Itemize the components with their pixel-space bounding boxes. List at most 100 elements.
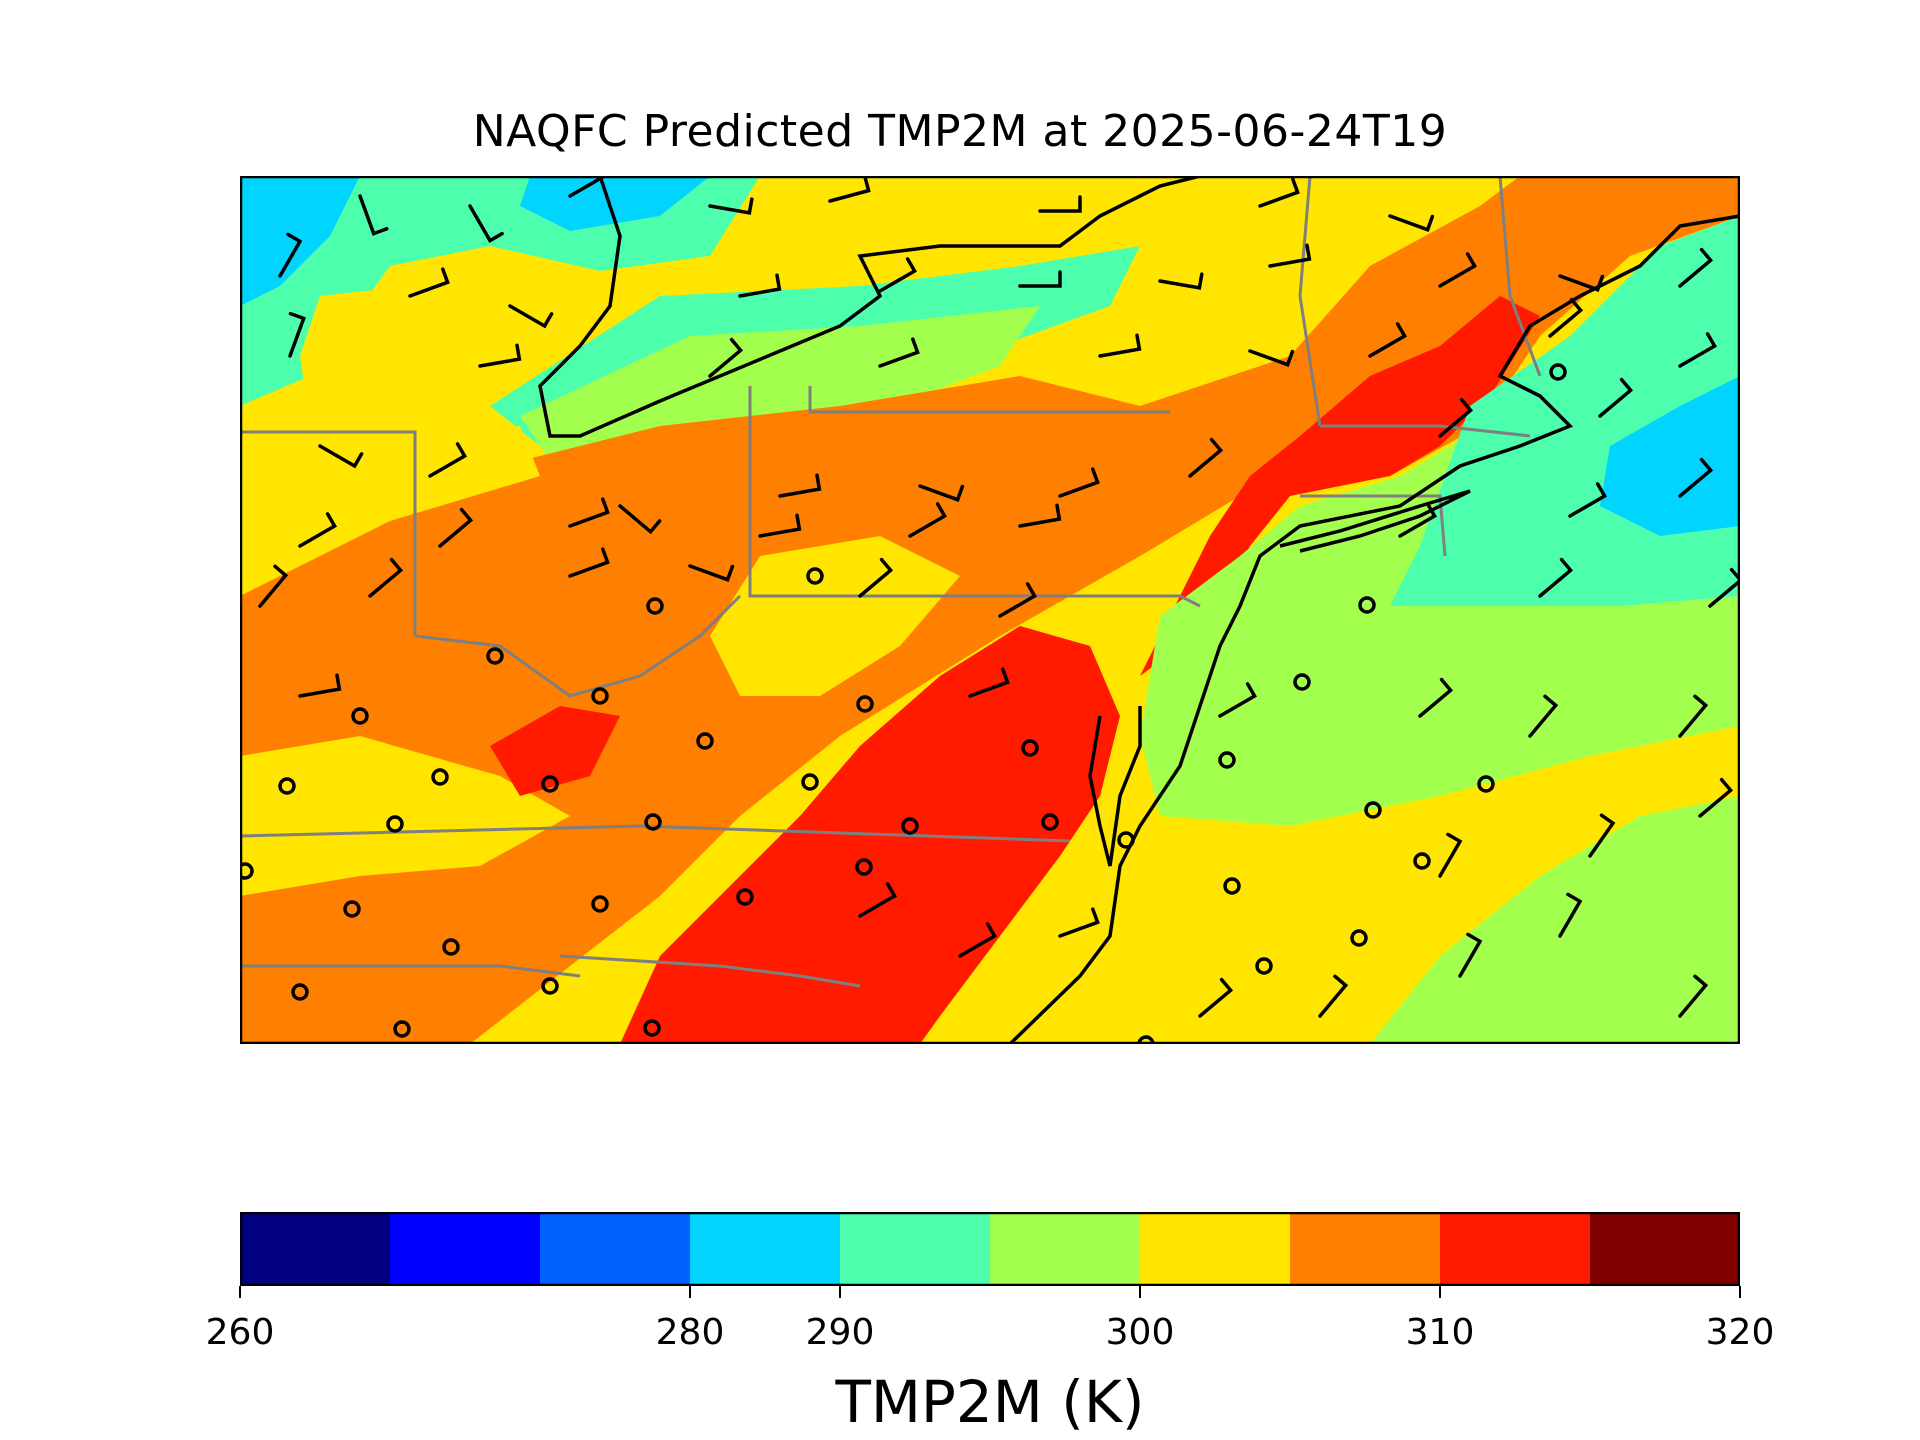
wind-barb: [438, 507, 474, 548]
wind-barb: [968, 667, 1010, 698]
colorbar-tick-mark: [1139, 1286, 1141, 1298]
wind-barb: [1558, 274, 1605, 292]
state-line-va-nc: [240, 824, 1071, 843]
wind-barb: [1058, 467, 1100, 498]
calm-wind-circle: [1477, 775, 1495, 793]
temperature-map: [240, 176, 1740, 1044]
wind-barb: [1678, 247, 1714, 288]
wind-barb: [778, 473, 822, 498]
calm-wind-circle: [1358, 596, 1376, 614]
wind-barb: [1258, 177, 1300, 208]
calm-wind-circle: [541, 977, 559, 995]
wind-barb: [568, 547, 610, 578]
wind-barb: [1018, 270, 1062, 288]
wind-barb: [468, 204, 504, 243]
wind-barb: [1558, 892, 1583, 938]
colorbar-bin-265-280: [390, 1212, 541, 1286]
wind-barb: [508, 304, 554, 329]
temp-region-285-n: [520, 176, 710, 231]
wind-barb: [1098, 333, 1142, 358]
coastline-chesapeake: [1088, 706, 1142, 867]
temp-region-310-west: [490, 706, 620, 796]
wind-barb: [568, 497, 610, 528]
colorbar-tick-mark: [1439, 1286, 1441, 1298]
wind-barb: [1158, 272, 1204, 290]
colorbar-tick-label: 260: [205, 1312, 275, 1353]
wind-barb: [618, 504, 662, 535]
temp-region-300-se: [1060, 726, 1740, 1044]
wind-barb: [918, 484, 965, 502]
state-line-nh-me: [1498, 176, 1542, 377]
wind-barb: [428, 442, 467, 478]
colorbar-tick-mark: [1739, 1286, 1741, 1298]
state-line-ky-tn: [240, 964, 581, 978]
wind-barb: [258, 564, 289, 608]
temp-region-300-south: [240, 736, 570, 896]
calm-wind-circle: [855, 858, 873, 876]
wind-barb: [1678, 974, 1709, 1018]
colorbar-bin-260-265: [240, 1212, 391, 1286]
wind-barb: [1388, 214, 1435, 232]
wind-barb: [1038, 195, 1082, 213]
map-panel: [240, 176, 1740, 1044]
calm-wind-circle: [591, 687, 609, 705]
calm-wind-circle: [1364, 801, 1382, 819]
calm-wind-circles: [240, 363, 1567, 1044]
wind-barb: [688, 564, 735, 582]
calm-wind-circle: [591, 895, 609, 913]
calm-wind-circle: [431, 768, 449, 786]
wind-barb: [1568, 482, 1607, 518]
colorbar-bin-290-295: [840, 1212, 991, 1286]
colorbar-tick-mark: [689, 1286, 691, 1298]
state-line-ny-pa: [748, 386, 1201, 608]
calm-wind-circle: [240, 862, 254, 880]
calm-wind-circle: [1137, 1035, 1155, 1044]
calm-wind-circle: [1413, 852, 1431, 870]
calm-wind-circle: [644, 813, 662, 831]
calm-wind-circle: [696, 732, 714, 750]
wind-barb: [1678, 457, 1714, 498]
calm-wind-circle: [643, 1019, 661, 1037]
wind-barb: [408, 267, 450, 298]
wind-barb: [1698, 777, 1734, 818]
temp-region-310-coast: [1140, 296, 1540, 676]
wind-barb: [708, 197, 754, 215]
wind-barb: [1678, 332, 1717, 368]
wind-barb: [288, 311, 306, 358]
wind-barb: [1588, 813, 1616, 858]
wind-barb: [1598, 377, 1634, 418]
wind-barb: [1268, 243, 1312, 268]
calm-wind-circle: [806, 567, 824, 585]
calm-wind-circle: [736, 888, 754, 906]
colorbar-label: TMP2M (K): [835, 1368, 1145, 1436]
wind-barb: [908, 502, 947, 538]
colorbar-tick-label: 290: [805, 1312, 875, 1353]
calm-wind-circle: [351, 707, 369, 725]
wind-barb: [998, 582, 1037, 618]
colorbar-tick-label: 300: [1105, 1312, 1175, 1353]
wind-barb: [1018, 503, 1062, 528]
calm-wind-circle: [343, 900, 361, 918]
wind-barb: [478, 343, 522, 368]
wind-barb: [1438, 832, 1463, 878]
calm-wind-circle: [1117, 831, 1135, 849]
wind-barb: [1538, 557, 1574, 598]
wind-barb: [1528, 694, 1559, 738]
colorbar-bin-305-310: [1290, 1212, 1441, 1286]
state-line-pa-north: [808, 386, 1170, 414]
colorbar-tick-label: 280: [655, 1312, 725, 1353]
wind-barb: [958, 922, 997, 958]
wind-barb: [1678, 694, 1709, 738]
colorbar-tick-label: 310: [1405, 1312, 1475, 1353]
calm-wind-circle: [1021, 739, 1039, 757]
wind-barb: [1708, 567, 1740, 608]
wind-barb: [1368, 322, 1407, 358]
calm-wind-circle: [856, 695, 874, 713]
temp-region-300-patch: [240, 426, 540, 556]
temp-region-295-se: [1370, 796, 1740, 1044]
wind-barb: [1418, 677, 1454, 718]
wind-barb: [1248, 349, 1295, 367]
temp-region-290-nw: [240, 176, 760, 406]
temp-region-285-ocean: [1600, 376, 1740, 536]
wind-barb: [1398, 502, 1437, 538]
